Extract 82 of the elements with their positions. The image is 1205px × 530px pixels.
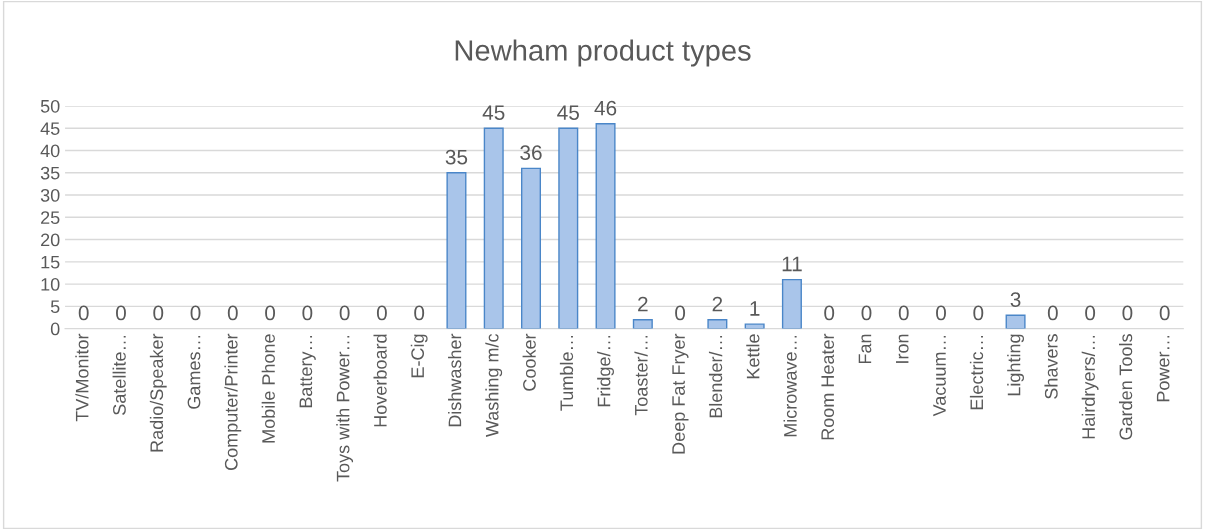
- data-label: 0: [153, 305, 164, 321]
- x-tick-label: Shavers: [1044, 334, 1058, 399]
- data-label: 35: [445, 149, 468, 165]
- x-tick-label: Radio/Speaker: [149, 333, 167, 452]
- data-label: 0: [1047, 305, 1058, 321]
- data-label: 0: [339, 305, 350, 321]
- bar: [446, 172, 467, 329]
- y-tick-label: 35: [40, 166, 60, 180]
- data-label: 0: [898, 305, 909, 321]
- x-tick-label: Toys with Power…: [336, 335, 354, 482]
- y-tick-label: 20: [41, 233, 60, 247]
- x-tick-label: E-Cig: [410, 334, 428, 378]
- bar: [744, 323, 765, 329]
- x-tick-label: Room Heater: [821, 333, 835, 440]
- data-label: 0: [973, 305, 984, 321]
- x-tick-label: Kettle: [746, 334, 760, 379]
- data-label: 46: [594, 100, 617, 116]
- data-label: 2: [712, 296, 723, 312]
- bar: [632, 319, 653, 329]
- x-tick-label: Lighting: [1007, 334, 1024, 396]
- data-label: 1: [750, 301, 760, 316]
- x-tick-label: Mobile Phone: [261, 334, 275, 443]
- y-tick-label: 5: [50, 300, 60, 314]
- data-label: 0: [1122, 305, 1133, 321]
- x-tick-label: Satellite…: [112, 335, 126, 415]
- data-label: 45: [557, 105, 579, 120]
- x-tick-label: Washing m/c: [485, 333, 503, 438]
- y-tick-label: 50: [40, 99, 60, 113]
- bar: [1005, 314, 1026, 329]
- data-label: 0: [190, 305, 201, 321]
- data-label: 0: [824, 305, 835, 321]
- x-tick-label: Games…: [187, 335, 201, 409]
- x-tick-label: Garden Tools: [1118, 334, 1133, 440]
- data-label: 0: [861, 305, 872, 321]
- bar: [520, 167, 542, 329]
- x-tick-label: Microwave…: [783, 335, 797, 437]
- data-label: 0: [376, 305, 387, 321]
- data-label: 0: [936, 305, 946, 321]
- x-tick-label: Vacuum…: [933, 335, 946, 417]
- bar: [483, 127, 504, 329]
- data-label: 11: [782, 256, 802, 272]
- bar: [595, 123, 616, 329]
- y-tick-label: 0: [50, 322, 60, 336]
- data-label: 0: [1085, 305, 1096, 321]
- bar: [707, 319, 728, 329]
- y-tick-label: 30: [40, 188, 60, 202]
- data-label: 0: [116, 305, 126, 321]
- x-tick-label: Deep Fat Fryer: [672, 333, 689, 454]
- data-label: 0: [302, 305, 313, 321]
- data-label: 45: [482, 105, 505, 120]
- data-label: 0: [1159, 305, 1170, 321]
- x-tick-label: Cooker: [522, 333, 536, 391]
- y-tick-label: 25: [41, 211, 60, 225]
- data-label: 0: [414, 305, 425, 321]
- y-tick-label: 15: [41, 255, 60, 269]
- data-label: 36: [520, 145, 542, 161]
- y-tick-label: 40: [40, 144, 60, 158]
- data-label: 0: [265, 305, 276, 321]
- x-tick-label: Fan: [858, 334, 872, 364]
- x-tick-label: TV/Monitor: [75, 333, 89, 422]
- x-tick-label: Toaster/…: [634, 335, 648, 416]
- y-tick-label: 45: [40, 122, 60, 135]
- data-label: 0: [78, 305, 89, 321]
- y-tick-label: 10: [41, 278, 60, 291]
- x-tick-label: Hoverboard: [373, 334, 387, 427]
- chart-title: Newham product types: [455, 39, 751, 67]
- x-tick-label: Computer/Printer: [224, 333, 242, 471]
- x-tick-label: Hairdryers/…: [1081, 335, 1099, 439]
- data-label: 3: [1010, 292, 1021, 307]
- data-label: 0: [675, 305, 686, 321]
- x-tick-label: Blender/…: [708, 335, 723, 418]
- bar: [558, 127, 579, 329]
- x-tick-label: Electric…: [969, 335, 984, 410]
- x-tick-label: Power…: [1156, 335, 1170, 402]
- x-tick-label: Battery…: [299, 335, 316, 408]
- x-tick-label: Dishwasher: [448, 333, 462, 427]
- data-label: 2: [638, 296, 648, 312]
- data-label: 0: [227, 305, 238, 321]
- x-tick-label: Fridge/…: [597, 335, 614, 407]
- x-tick-label: Tumble…: [559, 335, 574, 411]
- bar: [781, 278, 802, 329]
- x-tick-label: Iron: [896, 334, 909, 363]
